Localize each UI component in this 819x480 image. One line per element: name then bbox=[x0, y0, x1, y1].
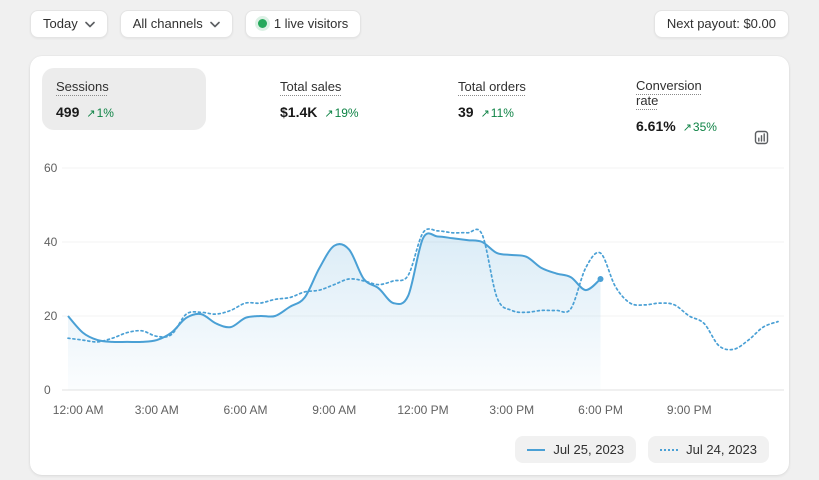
y-axis-label: 0 bbox=[44, 383, 51, 397]
metric-total-orders[interactable]: Total orders 39 ↗ 11% bbox=[444, 68, 562, 130]
metric-label: Total sales bbox=[280, 79, 342, 94]
sessions-line-chart[interactable] bbox=[62, 158, 784, 406]
chart-area: 0 20 40 60 12:00 AM 3:00 AM 6:00 AM 9:00 AM 12:0… bbox=[42, 158, 784, 428]
metric-label: Conversion rate bbox=[636, 78, 702, 108]
metric-conversion-rate[interactable]: Conversion rate 6.61% ↗ 35% bbox=[622, 68, 740, 144]
legend-item[interactable]: Jul 25, 2023 bbox=[515, 436, 637, 463]
topbar: Today All channels 1 live visitors Next … bbox=[0, 0, 819, 38]
metric-value: 499 bbox=[56, 104, 80, 120]
metric-delta: ↗ 19% bbox=[324, 106, 359, 120]
x-axis-label: 9:00 AM bbox=[312, 403, 357, 417]
date-range-label: Today bbox=[43, 16, 78, 31]
series-line-solid bbox=[67, 232, 602, 344]
x-axis-label: 6:00 AM bbox=[223, 403, 268, 417]
metric-value: $1.4K bbox=[280, 104, 318, 120]
metric-sessions[interactable]: Sessions 499 ↗ 1% bbox=[42, 68, 206, 130]
chart-export-icon[interactable] bbox=[750, 126, 773, 152]
metric-value: 6.61% bbox=[636, 118, 676, 134]
x-axis-label: 6:00 PM bbox=[578, 403, 623, 417]
channel-filter-button[interactable]: All channels bbox=[119, 9, 233, 38]
metrics-row: Sessions 499 ↗ 1% Total sales $1.4K ↗ 19% … bbox=[42, 68, 783, 144]
series-end-marker bbox=[597, 276, 604, 282]
chart-legend: Jul 25, 2023 Jul 24, 2023 bbox=[42, 436, 783, 463]
live-indicator-dot bbox=[257, 19, 267, 28]
x-axis-label: 3:00 AM bbox=[134, 403, 179, 417]
metric-label: Total orders bbox=[458, 79, 526, 94]
dotted-line-sample-icon bbox=[660, 448, 679, 451]
legend-label: Jul 25, 2023 bbox=[553, 442, 625, 457]
live-visitors-label: 1 live visitors bbox=[273, 16, 349, 31]
chevron-down-icon bbox=[84, 21, 95, 28]
metric-label: Sessions bbox=[56, 79, 109, 94]
metric-delta: ↗ 1% bbox=[86, 106, 114, 120]
analytics-card: Sessions 499 ↗ 1% Total sales $1.4K ↗ 19% … bbox=[30, 56, 789, 475]
x-axis-label: 12:00 AM bbox=[52, 403, 104, 417]
date-range-button[interactable]: Today bbox=[30, 9, 108, 38]
metric-delta: ↗ 35% bbox=[682, 120, 717, 134]
next-payout-label: Next payout: $0.00 bbox=[666, 16, 776, 31]
increase-arrow-icon: ↗ bbox=[480, 108, 490, 120]
series-area-fill bbox=[68, 233, 601, 390]
x-axis-label: 3:00 PM bbox=[489, 403, 535, 417]
series-line-dotted bbox=[67, 228, 779, 351]
y-axis-label: 60 bbox=[44, 161, 58, 175]
legend-label: Jul 24, 2023 bbox=[686, 442, 757, 457]
live-visitors-badge[interactable]: 1 live visitors bbox=[244, 9, 362, 38]
metric-value: 39 bbox=[458, 104, 474, 120]
x-axis-label: 12:00 PM bbox=[397, 403, 449, 417]
metric-total-sales[interactable]: Total sales $1.4K ↗ 19% bbox=[266, 68, 384, 130]
channel-filter-label: All channels bbox=[132, 16, 203, 31]
increase-arrow-icon: ↗ bbox=[86, 108, 96, 120]
next-payout-button[interactable]: Next payout: $0.00 bbox=[653, 9, 789, 38]
y-axis-label: 20 bbox=[44, 309, 58, 323]
chevron-down-icon bbox=[210, 21, 220, 28]
x-axis-label: 9:00 PM bbox=[666, 403, 712, 417]
increase-arrow-icon: ↗ bbox=[682, 122, 692, 134]
solid-line-sample-icon bbox=[527, 448, 546, 451]
metric-delta: ↗ 11% bbox=[480, 106, 514, 120]
y-axis-label: 40 bbox=[44, 235, 58, 249]
legend-item[interactable]: Jul 24, 2023 bbox=[648, 436, 769, 463]
increase-arrow-icon: ↗ bbox=[324, 108, 334, 120]
